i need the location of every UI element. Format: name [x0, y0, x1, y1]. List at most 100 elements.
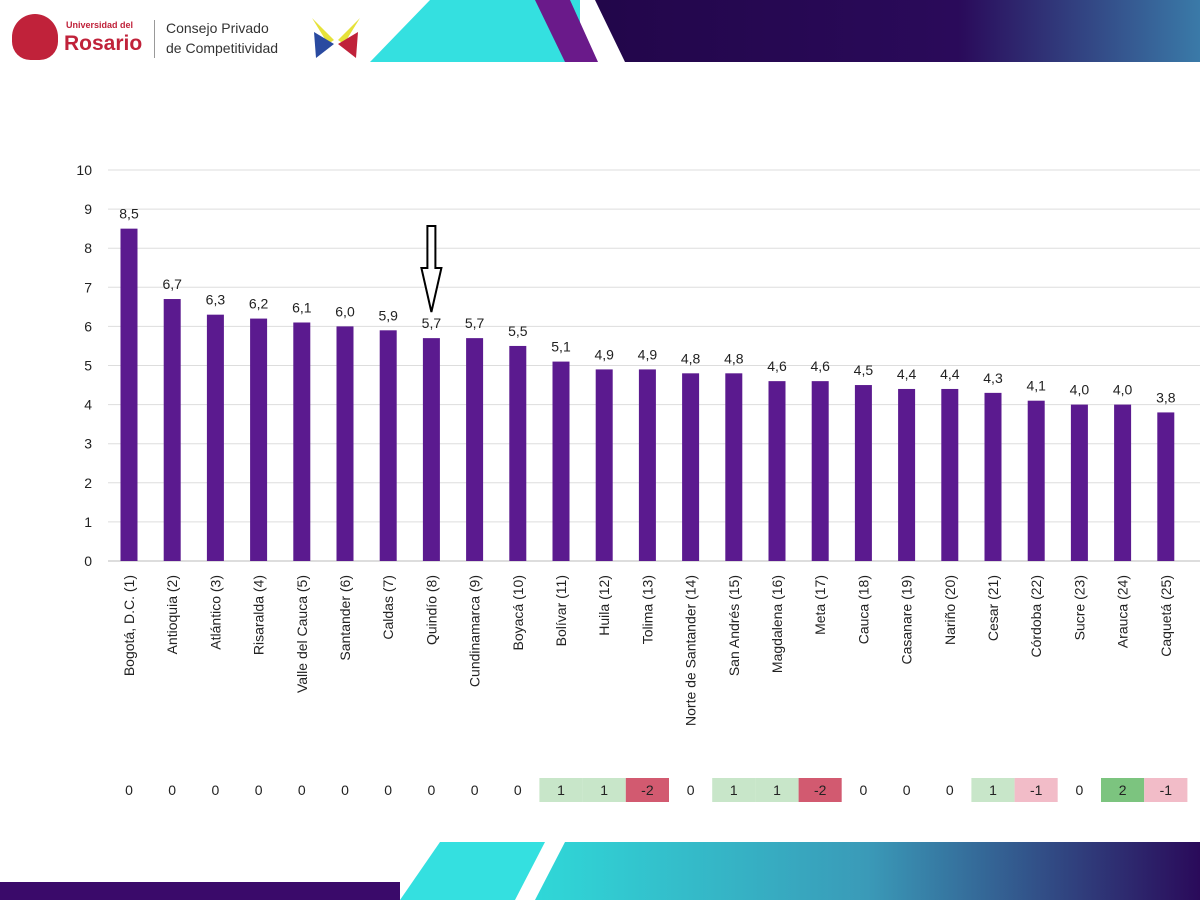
x-tick-label: Magdalena (16) — [769, 575, 785, 673]
data-label: 6,1 — [292, 299, 312, 315]
footer-banner — [0, 842, 1200, 900]
data-label: 6,3 — [206, 292, 226, 308]
cpc-logo-icon — [312, 18, 360, 58]
rank-change-cell — [582, 778, 626, 802]
rosario-logo-icon — [12, 14, 58, 60]
rank-change-value: 0 — [1076, 782, 1084, 798]
x-tick-label: Meta (17) — [812, 575, 828, 635]
rank-change-cell — [323, 778, 367, 802]
rank-change-cell — [755, 778, 799, 802]
data-label: 8,5 — [119, 206, 139, 222]
y-tick-label: 9 — [84, 201, 92, 217]
bar — [379, 330, 397, 561]
rank-change-value: -1 — [1030, 782, 1043, 798]
x-tick-label: Caquetá (25) — [1158, 575, 1174, 657]
data-label: 4,8 — [724, 350, 744, 366]
x-tick-label: Risaralda (4) — [251, 575, 267, 655]
x-tick-label: Santander (6) — [337, 575, 353, 661]
data-label: 4,0 — [1113, 382, 1133, 398]
y-tick-label: 2 — [84, 475, 92, 491]
rank-change-cell — [1014, 778, 1058, 802]
rank-change-cell — [1101, 778, 1145, 802]
data-label: 4,9 — [638, 346, 658, 362]
x-tick-label: Casanare (19) — [899, 575, 915, 665]
slide-header: Universidad del Rosario Consejo Privado … — [0, 0, 1200, 64]
bar — [552, 361, 570, 561]
x-tick-label: Cesar (21) — [985, 575, 1001, 641]
bar — [1070, 404, 1088, 561]
data-label: 4,4 — [940, 366, 960, 382]
university-line2: Rosario — [64, 32, 143, 55]
y-tick-label: 1 — [84, 514, 92, 530]
rank-change-cell — [366, 778, 410, 802]
x-tick-label: Huila (12) — [596, 575, 612, 636]
rank-change-cell — [237, 778, 281, 802]
rank-change-value: 0 — [471, 782, 479, 798]
arrow-down-icon — [420, 225, 443, 313]
y-tick-label: 0 — [84, 553, 92, 569]
data-label: 4,5 — [854, 362, 874, 378]
rank-change-cell — [193, 778, 237, 802]
x-tick-label: Cundinamarca (9) — [467, 575, 483, 687]
y-tick-label: 4 — [84, 397, 92, 413]
x-tick-label: Arauca (24) — [1115, 575, 1131, 648]
bar — [206, 314, 224, 561]
rank-change-value: -2 — [641, 782, 654, 798]
y-tick-label: 3 — [84, 436, 92, 452]
university-line1: Universidad del — [66, 20, 134, 30]
rank-change-cell — [798, 778, 842, 802]
header-banner — [370, 0, 1200, 62]
rank-change-cell — [928, 778, 972, 802]
rank-change-cell — [1057, 778, 1101, 802]
rank-change-value: 1 — [600, 782, 608, 798]
x-tick-label: Tolima (13) — [639, 575, 655, 644]
data-label: 5,9 — [378, 307, 398, 323]
bar — [768, 381, 786, 561]
data-label: 4,9 — [594, 346, 614, 362]
rank-change-cell — [539, 778, 583, 802]
bar — [984, 392, 1002, 561]
rank-change-value: 0 — [255, 782, 263, 798]
bar — [1157, 412, 1175, 561]
bar — [638, 369, 656, 561]
data-label: 6,2 — [249, 296, 269, 312]
rank-change-value: 0 — [687, 782, 695, 798]
rank-change-value: 0 — [903, 782, 911, 798]
rank-change-cell — [280, 778, 324, 802]
x-tick-label: Sucre (23) — [1071, 575, 1087, 640]
rank-change-cell — [712, 778, 756, 802]
data-label: 5,5 — [508, 323, 528, 339]
bar — [250, 318, 268, 561]
x-tick-label: Boyacá (10) — [510, 575, 526, 650]
x-tick-label: Bogotá, D.C. (1) — [121, 575, 137, 676]
rank-change-value: 0 — [212, 782, 220, 798]
x-tick-label: Norte de Santander (14) — [683, 575, 699, 726]
rank-change-value: 1 — [989, 782, 997, 798]
rank-change-cell — [669, 778, 713, 802]
bar — [466, 338, 484, 561]
rank-change-value: 0 — [125, 782, 133, 798]
rank-change-value: 0 — [298, 782, 306, 798]
rank-change-cell — [150, 778, 194, 802]
x-tick-label: Bolívar (11) — [553, 575, 569, 646]
rank-change-value: 1 — [557, 782, 565, 798]
data-label: 4,4 — [897, 366, 917, 382]
bar — [941, 388, 959, 561]
data-label: 4,0 — [1070, 382, 1090, 398]
rank-change-value: -1 — [1160, 782, 1173, 798]
data-label: 5,1 — [551, 339, 571, 355]
data-label: 4,1 — [1026, 378, 1046, 394]
bar — [1027, 400, 1045, 561]
x-tick-label: Córdoba (22) — [1028, 575, 1044, 658]
rank-change-cell — [971, 778, 1015, 802]
bar — [898, 388, 916, 561]
rank-change-cell — [625, 778, 669, 802]
y-tick-label: 10 — [76, 162, 92, 178]
rank-change-value: 1 — [730, 782, 738, 798]
x-tick-label: Cauca (18) — [855, 575, 871, 644]
bar — [725, 373, 743, 561]
bar — [682, 373, 700, 561]
rank-change-value: 0 — [860, 782, 868, 798]
rank-change-value: -2 — [814, 782, 827, 798]
